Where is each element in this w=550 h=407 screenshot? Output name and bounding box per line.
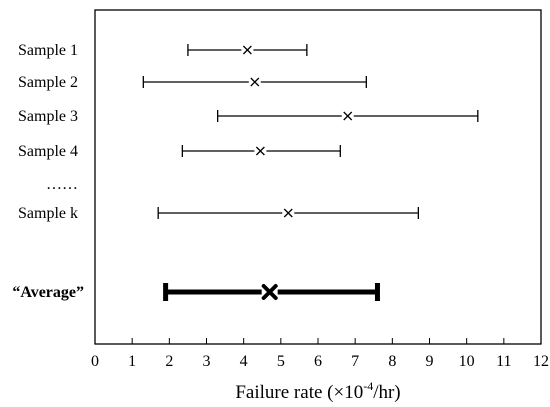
estimate-marker — [242, 45, 252, 55]
estimate-marker-stroke — [283, 208, 293, 218]
row-label: Sample 1 — [18, 42, 78, 59]
estimate-marker — [261, 284, 278, 300]
interval-row: Sample 4 — [18, 143, 341, 160]
x-tick-label: 1 — [128, 353, 136, 370]
x-tick-label: 7 — [351, 353, 359, 370]
estimate-marker-stroke — [255, 146, 265, 156]
x-tick-label: 0 — [91, 353, 99, 370]
row-label: Sample 2 — [18, 74, 78, 91]
x-axis-title: Failure rate (×10-4/hr) — [235, 379, 400, 403]
row-label: Sample k — [18, 205, 78, 222]
interval-row: Sample k — [18, 205, 420, 222]
interval-row: Sample 1 — [18, 42, 308, 59]
x-tick-label: 11 — [496, 353, 511, 370]
x-tick-label: 8 — [388, 353, 396, 370]
x-axis-title-suffix: /hr) — [373, 382, 400, 403]
x-tick-label: 3 — [203, 353, 211, 370]
x-tick-label: 2 — [165, 353, 173, 370]
x-axis-title-exponent: -4 — [363, 379, 373, 393]
interval-rows: Sample 1 Sample 2 Sample 3 Sample 4 …… Sample… — [12, 42, 479, 301]
interval-row: “Average” — [12, 283, 380, 301]
estimate-marker-stroke — [242, 45, 252, 55]
interval-row: Sample 2 — [18, 74, 367, 91]
row-label: “Average” — [12, 284, 84, 301]
row-label: Sample 3 — [18, 108, 78, 125]
estimate-marker — [255, 146, 265, 156]
x-tick-label: 12 — [533, 353, 549, 370]
x-axis-ticks: 0 1 2 3 4 5 6 7 8 9 10 11 12 — [91, 338, 549, 370]
x-axis-title-prefix: Failure rate (×10 — [235, 382, 363, 403]
x-tick-label: 9 — [426, 353, 434, 370]
estimate-marker — [250, 77, 260, 87]
interval-row: Sample 3 — [18, 108, 479, 125]
row-label: Sample 4 — [18, 143, 78, 160]
estimate-marker — [343, 111, 353, 121]
estimate-marker-stroke — [250, 77, 260, 87]
estimate-marker-stroke — [343, 111, 353, 121]
x-tick-label: 10 — [459, 353, 475, 370]
x-tick-label: 5 — [277, 353, 285, 370]
estimate-marker — [283, 208, 293, 218]
x-tick-label: 4 — [240, 353, 248, 370]
row-label: …… — [46, 176, 78, 193]
interval-row: …… — [46, 176, 78, 193]
x-tick-label: 6 — [314, 353, 322, 370]
estimate-marker-stroke — [261, 284, 278, 300]
